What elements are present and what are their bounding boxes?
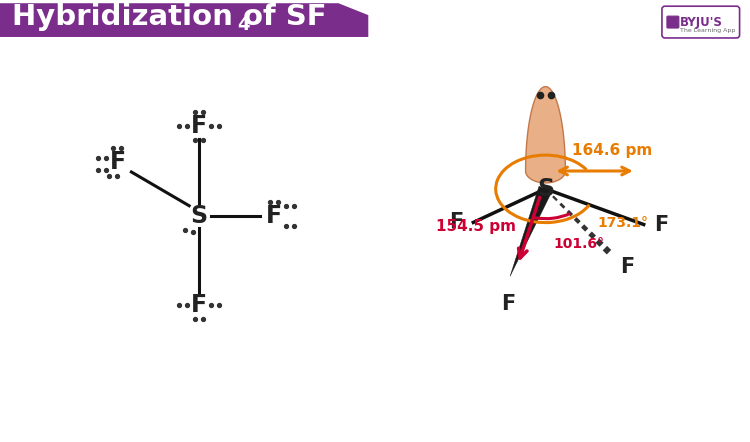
Text: F: F: [449, 213, 464, 232]
Polygon shape: [526, 87, 566, 183]
Text: 173.1°: 173.1°: [597, 216, 648, 229]
Polygon shape: [0, 3, 368, 37]
Text: F: F: [191, 293, 207, 317]
Text: F: F: [501, 294, 515, 314]
Text: 101.6°: 101.6°: [554, 237, 604, 251]
FancyBboxPatch shape: [662, 6, 740, 38]
FancyBboxPatch shape: [667, 16, 679, 28]
Text: F: F: [654, 214, 668, 235]
Text: 164.6 pm: 164.6 pm: [572, 143, 652, 158]
Text: BYJU'S: BYJU'S: [680, 15, 723, 29]
Text: F: F: [266, 204, 282, 228]
Polygon shape: [510, 186, 552, 276]
Text: Hybridization of SF: Hybridization of SF: [12, 3, 326, 31]
Text: 4: 4: [237, 16, 250, 34]
Text: S: S: [537, 177, 554, 201]
Text: F: F: [620, 257, 634, 278]
Text: 154.5 pm: 154.5 pm: [436, 219, 516, 233]
Text: S: S: [190, 204, 208, 228]
Text: F: F: [110, 150, 125, 174]
Text: F: F: [191, 114, 207, 138]
Text: The Learning App: The Learning App: [680, 27, 735, 33]
